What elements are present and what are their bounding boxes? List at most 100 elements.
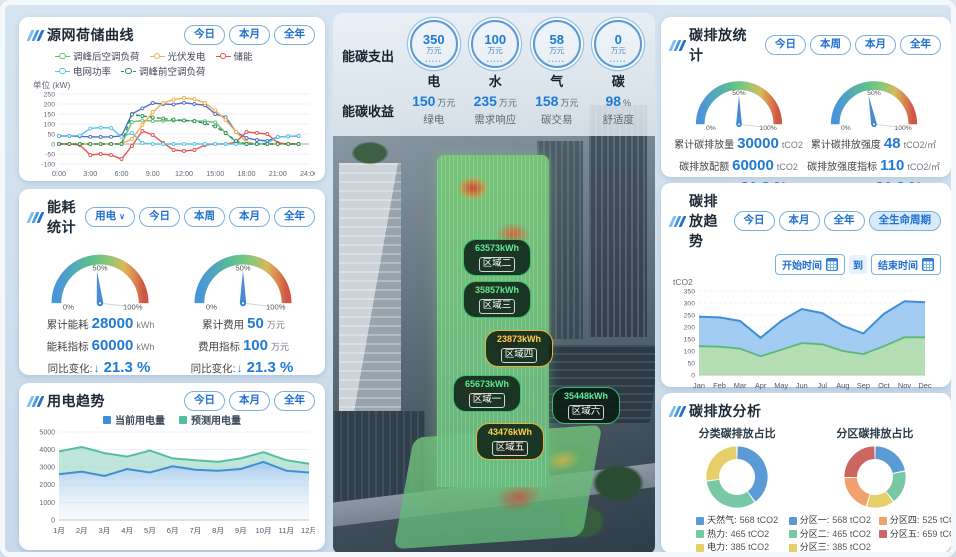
gauge-cumulative-energy: 0% 50% 100% 累计能耗 28000 kWh 能耗指标 60000 kWh 同比变化… (32, 241, 169, 378)
legend-item[interactable]: 调峰前空调负荷 (121, 64, 206, 78)
dotted-arc: ••••• (548, 59, 566, 65)
svg-text:6:00: 6:00 (115, 169, 129, 178)
svg-text:50: 50 (687, 360, 695, 367)
filter-month-button[interactable]: 本月 (229, 391, 270, 411)
class-donut-chart (706, 446, 768, 508)
panel-slashes-icon (26, 395, 45, 407)
legend-item[interactable]: 储能 (215, 49, 253, 63)
calendar-icon (826, 258, 838, 271)
income-item-comfort: 98% 舒适度 (602, 93, 635, 126)
panel-power-trend: 用电趋势 今日 本月 全年 当前用电量 预测用电量 5000 4000 3000 20… (19, 383, 325, 550)
svg-text:4月: 4月 (121, 526, 133, 535)
filter-year-button[interactable]: 全年 (274, 25, 315, 45)
panel-carbon-stats: 碳排放统计 今日 本周 本月 全年 0% 50% 100% 累计碳排放量 30000 t… (661, 17, 951, 196)
svg-text:100: 100 (684, 348, 696, 355)
expense-item-carbon: 0 万元 ••••• 碳 (588, 20, 650, 90)
time-filter-group: 用电 ∨ 今日 本周 本月 全年 (85, 207, 315, 227)
filter-month-button[interactable]: 本月 (855, 35, 896, 55)
svg-text:0: 0 (691, 372, 695, 379)
region-label-2[interactable]: 63573kWh 区域二 (463, 239, 531, 276)
svg-text:-50: -50 (45, 151, 55, 158)
svg-text:6月: 6月 (167, 526, 179, 535)
svg-text:3000: 3000 (39, 465, 55, 472)
svg-text:100%: 100% (266, 303, 286, 312)
svg-text:18:00: 18:00 (238, 169, 256, 178)
filter-year-button[interactable]: 全年 (274, 391, 315, 411)
income-item-demand-response: 235 万元 需求响应 (473, 93, 517, 126)
filter-month-button[interactable]: 本月 (778, 211, 820, 231)
svg-text:100%: 100% (123, 303, 143, 312)
filter-month-button[interactable]: 本月 (229, 25, 270, 45)
filter-year-button[interactable]: 全年 (900, 35, 941, 55)
svg-text:7月: 7月 (189, 526, 201, 535)
building-scene: 能碳支出 350 万元 ••••• 电 100 万元 ••••• 水 (333, 13, 655, 552)
filter-year-button[interactable]: 全年 (823, 211, 865, 231)
region-label-1[interactable]: 65673kWh 区域一 (453, 375, 521, 412)
legend-item[interactable]: 调峰后空调负荷 (55, 49, 140, 63)
panel-slashes-icon (668, 215, 687, 227)
legend-item[interactable]: 热力465 tCO2 (696, 528, 778, 542)
start-time-picker[interactable]: 开始时间 (775, 254, 845, 275)
legend-item[interactable]: 电力385 tCO2 (696, 541, 778, 552)
date-range-row: 开始时间 到 结束时间 (671, 254, 941, 275)
filter-month-button[interactable]: 本月 (229, 207, 270, 227)
legend-item[interactable]: 天然气568 tCO2 (696, 514, 778, 528)
filter-year-button[interactable]: 全年 (274, 207, 315, 227)
filter-today-button[interactable]: 今日 (765, 35, 806, 55)
svg-text:2月: 2月 (76, 526, 88, 535)
svg-text:Nov: Nov (898, 381, 911, 390)
svg-text:Apr: Apr (755, 381, 767, 390)
svg-text:Feb: Feb (713, 381, 726, 390)
legend-item[interactable]: 分区一568 tCO2 (788, 514, 871, 528)
svg-text:1月: 1月 (53, 526, 65, 535)
page-title: 能耗统计 (47, 199, 76, 235)
expense-label: 能碳支出 (342, 48, 395, 64)
legend-item[interactable]: 分区三385 tCO2 (788, 541, 871, 552)
end-time-picker[interactable]: 结束时间 (871, 254, 941, 275)
legend-item[interactable]: 光伏发电 (149, 49, 206, 63)
filter-today-button[interactable]: 今日 (184, 391, 225, 411)
svg-text:10月: 10月 (256, 526, 272, 535)
region-label-5[interactable]: 43476kWh 区域五 (476, 423, 544, 460)
legend-item[interactable]: 当前用电量 (103, 412, 165, 427)
stat-row: 能耗指标 60000 kWh (46, 336, 155, 354)
building (589, 105, 647, 337)
yoy-row: 同比变化:↓21.3 % (190, 358, 294, 376)
svg-text:100: 100 (44, 121, 56, 128)
expense-circle: 0 万元 ••••• (594, 20, 643, 68)
svg-text:4000: 4000 (39, 447, 55, 454)
svg-text:5000: 5000 (39, 429, 55, 436)
legend-item[interactable]: 分区四525 tCO2 (878, 514, 951, 528)
trees (335, 131, 405, 175)
svg-text:150: 150 (684, 336, 696, 343)
region-label-3[interactable]: 35857kWh 区域三 (463, 281, 531, 318)
legend-item[interactable]: 电网功率 (55, 64, 111, 78)
svg-text:Jul: Jul (818, 381, 828, 390)
filter-today-button[interactable]: 今日 (184, 25, 225, 45)
filter-today-button[interactable]: 今日 (733, 211, 775, 231)
svg-text:0%: 0% (206, 303, 217, 312)
legend-item[interactable]: 分区二465 tCO2 (788, 528, 871, 542)
svg-text:3:00: 3:00 (83, 169, 97, 178)
class-donut-legend: 天然气568 tCO2 热力465 tCO2 电力385 tCO2 (696, 514, 778, 552)
svg-text:50%: 50% (93, 263, 108, 272)
filter-week-button[interactable]: 本周 (184, 207, 225, 227)
svg-text:0: 0 (51, 517, 55, 524)
filter-lifecycle-button[interactable]: 全生命周期 (868, 211, 941, 231)
chart-legend: 调峰后空调负荷 光伏发电 储能 电网功率 调峰前空调负荷 (55, 49, 315, 78)
region-label-6[interactable]: 35448kWh 区域六 (552, 387, 620, 424)
filter-week-button[interactable]: 本周 (810, 35, 851, 55)
svg-text:Sep: Sep (857, 381, 870, 390)
expense-item-gas: 58 万元 ••••• 气 (526, 20, 588, 90)
region-label-4[interactable]: 23873kWh 区域四 (485, 330, 553, 367)
legend-item[interactable]: 分区五659 tCO2 (878, 528, 951, 542)
svg-text:12月: 12月 (301, 526, 315, 535)
emission-gauge: 0% 50% 100% (695, 81, 782, 132)
svg-text:Aug: Aug (836, 381, 849, 390)
svg-text:100%: 100% (759, 125, 776, 132)
energy-type-dropdown[interactable]: 用电 ∨ (85, 207, 135, 227)
filter-today-button[interactable]: 今日 (139, 207, 180, 227)
expense-circle: 350 万元 ••••• (409, 20, 458, 68)
legend-item[interactable]: 预测用电量 (179, 412, 241, 427)
page-title: 碳排放趋势 (689, 193, 718, 249)
